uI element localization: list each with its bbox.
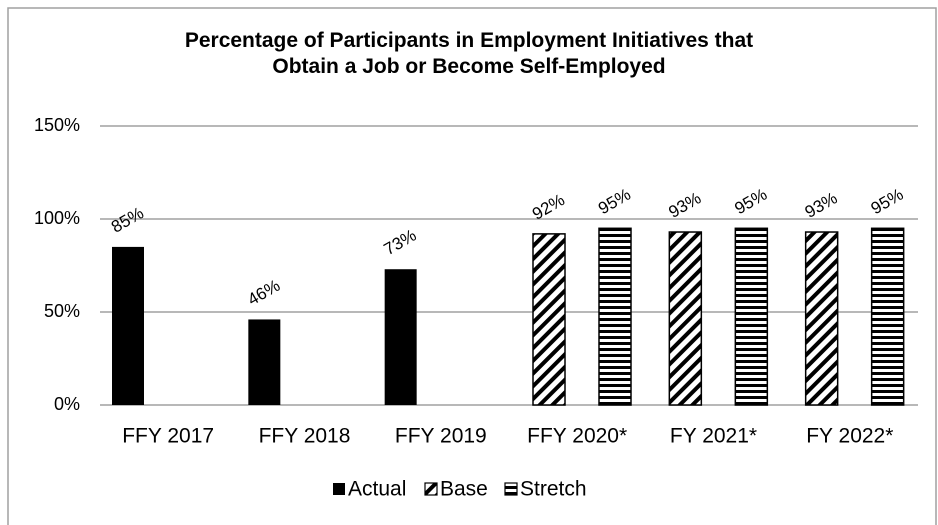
value-label: 93% — [802, 188, 841, 221]
bar — [870, 227, 905, 406]
bar — [248, 319, 281, 405]
x-tick-label: FY 2021* — [670, 425, 757, 448]
legend-label: Actual — [348, 478, 406, 501]
value-label: 95% — [868, 185, 907, 218]
y-tick-label: 150% — [34, 115, 80, 135]
legend-label: Base — [440, 478, 488, 501]
legend-label: Stretch — [520, 478, 587, 501]
bar — [598, 227, 632, 406]
chart-title: Percentage of Participants in Employment… — [184, 29, 754, 78]
value-label: 46% — [244, 276, 283, 309]
bar — [668, 231, 703, 406]
value-label: 85% — [108, 203, 147, 236]
legend-swatch — [424, 482, 438, 496]
legend-swatch — [504, 482, 518, 496]
x-tick-label: FFY 2018 — [259, 425, 351, 448]
x-tick-label: FFY 2019 — [395, 425, 487, 448]
bar — [112, 246, 144, 405]
y-tick-label: 0% — [54, 394, 80, 414]
value-label: 73% — [381, 226, 420, 259]
value-label: 95% — [595, 185, 634, 218]
x-tick-label: FFY 2020* — [527, 425, 627, 448]
x-tick-label: FFY 2017 — [122, 425, 214, 448]
value-label: 95% — [731, 185, 770, 218]
legend-swatch — [333, 483, 345, 495]
y-tick-label: 50% — [44, 301, 80, 321]
frame — [7, 7, 937, 525]
bar — [734, 227, 769, 406]
bar — [384, 269, 417, 405]
value-label: 93% — [665, 188, 704, 221]
bar — [804, 231, 839, 406]
bar — [532, 233, 566, 406]
y-tick-label: 100% — [34, 208, 80, 228]
x-tick-label: FY 2022* — [806, 425, 893, 448]
